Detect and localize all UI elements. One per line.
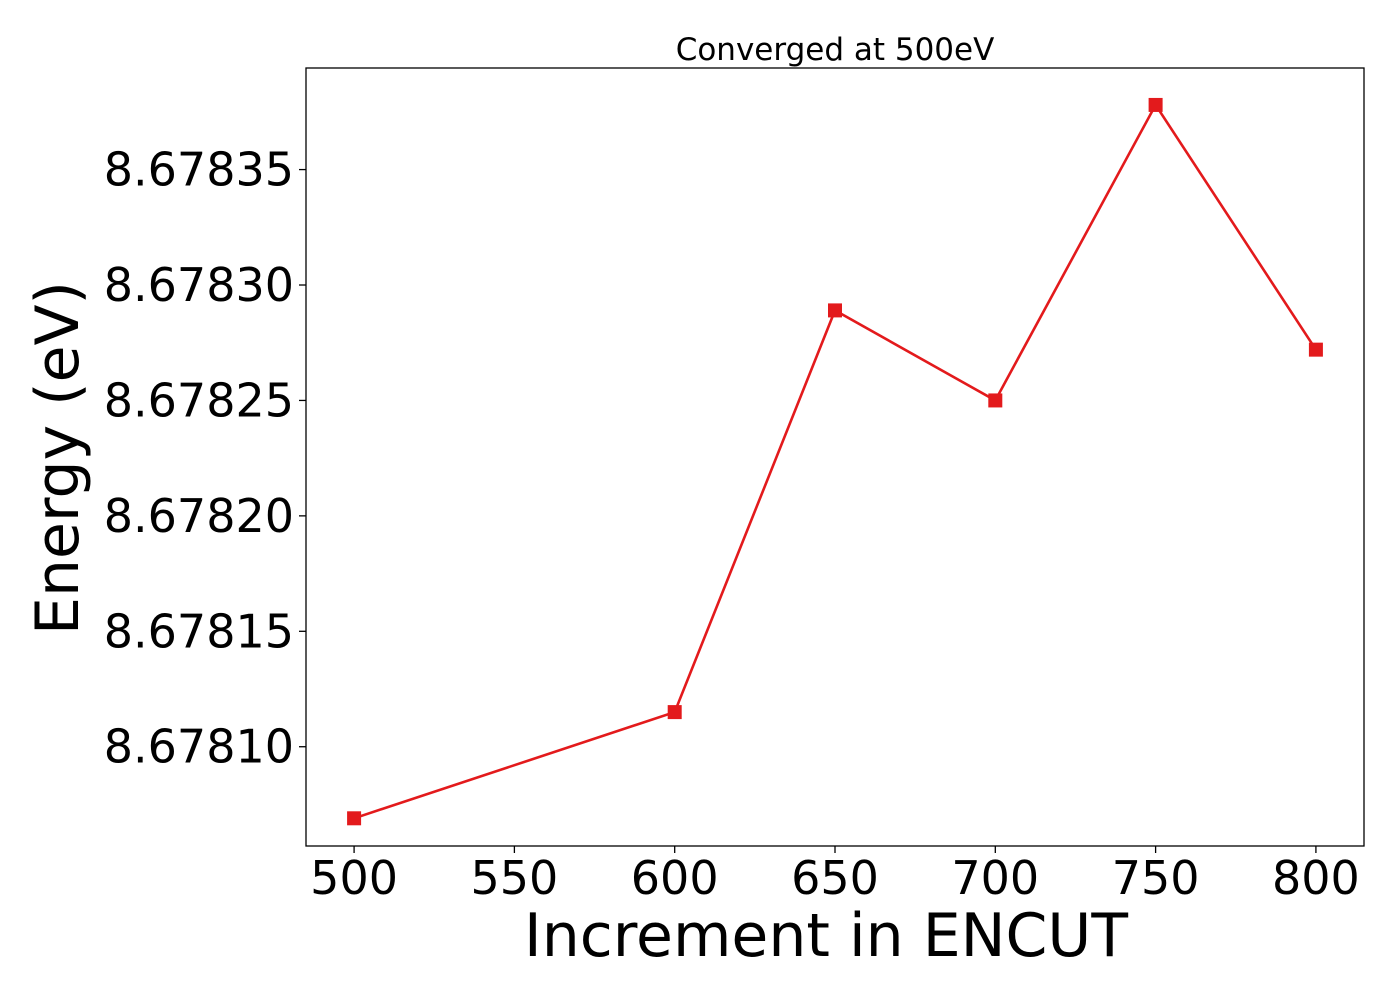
y-tick-label: 8.67810 bbox=[104, 720, 294, 774]
y-tick-label: 8.67825 bbox=[104, 373, 294, 427]
x-tick-label: 600 bbox=[631, 851, 719, 905]
x-tick-label: 800 bbox=[1272, 851, 1360, 905]
y-tick-label: 8.67835 bbox=[104, 143, 294, 197]
plot-area-frame bbox=[305, 67, 1365, 847]
x-tick-label: 700 bbox=[951, 851, 1039, 905]
data-point-marker bbox=[1308, 342, 1323, 357]
data-point-marker bbox=[347, 811, 362, 826]
data-point-marker bbox=[988, 393, 1003, 408]
data-point-marker bbox=[828, 303, 842, 318]
data-point-marker bbox=[1148, 97, 1163, 112]
x-tick-label: 650 bbox=[791, 851, 879, 905]
y-axis-label: Energy (eV) bbox=[23, 281, 93, 635]
plot-series bbox=[347, 97, 1323, 826]
x-tick-label: 750 bbox=[1112, 851, 1200, 905]
y-tick-label: 8.67820 bbox=[104, 489, 294, 543]
x-axis-label: Increment in ENCUT bbox=[524, 901, 1128, 971]
x-tick-label: 500 bbox=[310, 851, 398, 905]
series-line bbox=[353, 102, 1317, 820]
data-point-marker bbox=[667, 705, 682, 720]
chart-title: Converged at 500eV bbox=[676, 32, 995, 68]
x-axis: 500 550 600 650 700 750 800 bbox=[310, 846, 1360, 905]
y-tick-label: 8.67815 bbox=[104, 604, 294, 658]
y-axis: 8.67810 8.67815 8.67820 8.67825 8.67830 8.678… bbox=[104, 143, 306, 774]
x-tick-label: 550 bbox=[470, 851, 558, 905]
y-tick-label: 8.67830 bbox=[104, 258, 294, 312]
